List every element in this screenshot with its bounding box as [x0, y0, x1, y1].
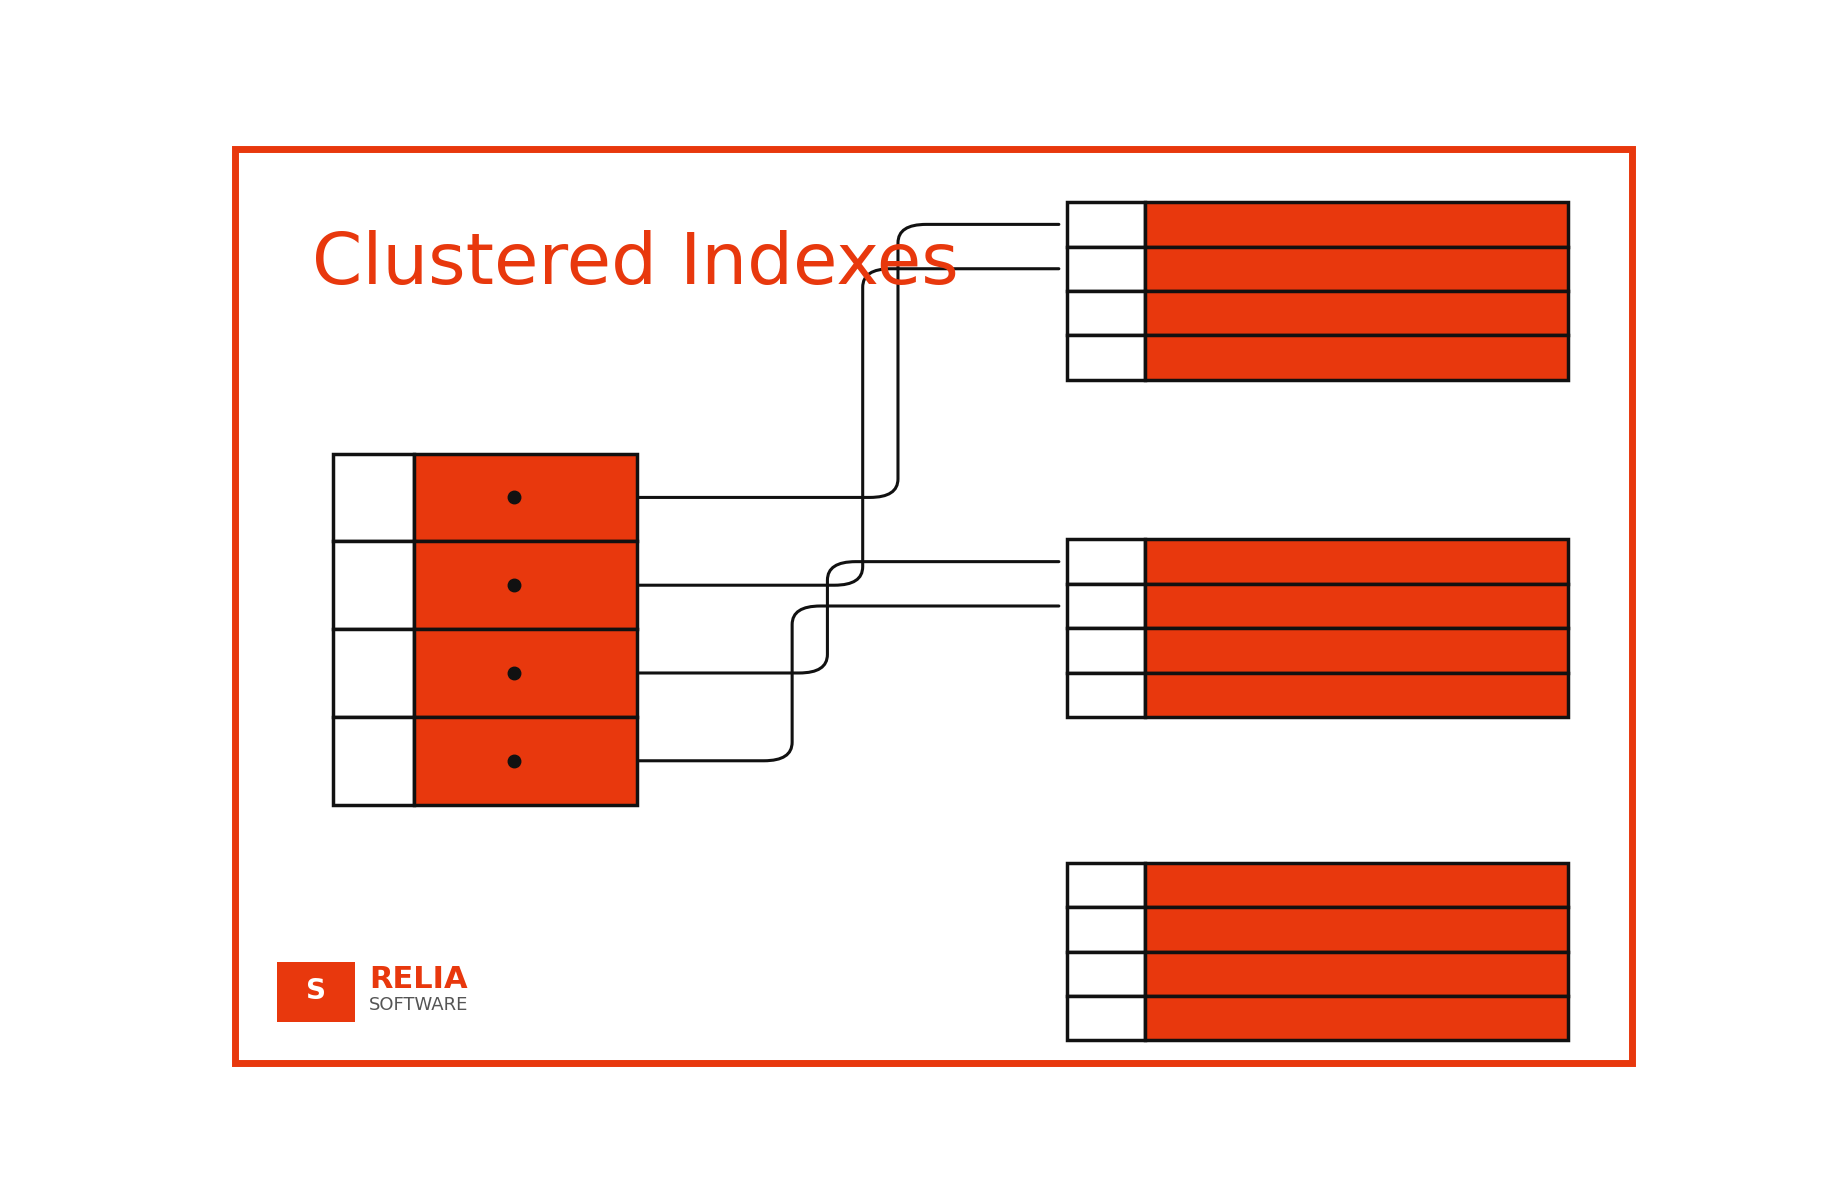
- Bar: [1067, 863, 1145, 907]
- Bar: [333, 716, 413, 805]
- Bar: [1145, 203, 1568, 246]
- Bar: [1145, 335, 1568, 379]
- Bar: [413, 541, 637, 629]
- Bar: [1067, 540, 1145, 584]
- Bar: [1145, 246, 1568, 290]
- Bar: [1067, 584, 1145, 628]
- Bar: [1145, 907, 1568, 952]
- Bar: [1067, 996, 1145, 1040]
- Bar: [1067, 628, 1145, 672]
- Bar: [1145, 672, 1568, 716]
- Bar: [413, 716, 637, 805]
- Bar: [1145, 952, 1568, 996]
- Text: RELIA: RELIA: [370, 965, 468, 995]
- Bar: [333, 454, 413, 541]
- Text: Clustered Indexes: Clustered Indexes: [313, 229, 960, 299]
- Bar: [1067, 907, 1145, 952]
- Bar: [1067, 246, 1145, 290]
- Bar: [1067, 203, 1145, 246]
- Bar: [1145, 996, 1568, 1040]
- Text: S: S: [306, 977, 326, 1004]
- Bar: [1145, 584, 1568, 628]
- Text: SOFTWARE: SOFTWARE: [370, 996, 468, 1014]
- Bar: [1067, 290, 1145, 335]
- Bar: [333, 629, 413, 716]
- Bar: [1067, 335, 1145, 379]
- Bar: [277, 961, 355, 1022]
- Bar: [333, 541, 413, 629]
- Bar: [1067, 952, 1145, 996]
- Bar: [1145, 540, 1568, 584]
- Bar: [1145, 628, 1568, 672]
- Bar: [1067, 672, 1145, 716]
- Bar: [1145, 290, 1568, 335]
- Bar: [1145, 863, 1568, 907]
- Bar: [413, 454, 637, 541]
- Bar: [413, 629, 637, 716]
